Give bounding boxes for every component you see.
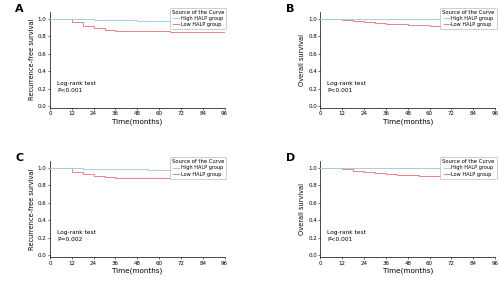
Text: B: B (286, 4, 294, 14)
Text: D: D (286, 153, 295, 163)
Text: Log-rank test
P=0.002: Log-rank test P=0.002 (57, 230, 96, 242)
Legend: High HALP group, Low HALP group: High HALP group, Low HALP group (440, 157, 496, 179)
X-axis label: Time(months): Time(months) (112, 118, 162, 125)
Text: Log-rank test
P<0.001: Log-rank test P<0.001 (328, 81, 366, 92)
Y-axis label: Overall survival: Overall survival (300, 183, 306, 235)
Text: Log-rank test
P<0.001: Log-rank test P<0.001 (57, 81, 96, 92)
Legend: High HALP group, Low HALP group: High HALP group, Low HALP group (440, 8, 496, 29)
Text: Log-rank test
P<0.001: Log-rank test P<0.001 (328, 230, 366, 242)
X-axis label: Time(months): Time(months) (382, 268, 433, 274)
Y-axis label: Recurrence-free survival: Recurrence-free survival (29, 168, 35, 250)
Y-axis label: Overall survival: Overall survival (300, 34, 306, 86)
Text: A: A (15, 4, 24, 14)
Legend: High HALP group, Low HALP group: High HALP group, Low HALP group (170, 157, 226, 179)
Text: C: C (15, 153, 23, 163)
Y-axis label: Recurrence-free survival: Recurrence-free survival (29, 19, 35, 100)
X-axis label: Time(months): Time(months) (112, 268, 162, 274)
Legend: High HALP group, Low HALP group: High HALP group, Low HALP group (170, 8, 226, 29)
X-axis label: Time(months): Time(months) (382, 118, 433, 125)
